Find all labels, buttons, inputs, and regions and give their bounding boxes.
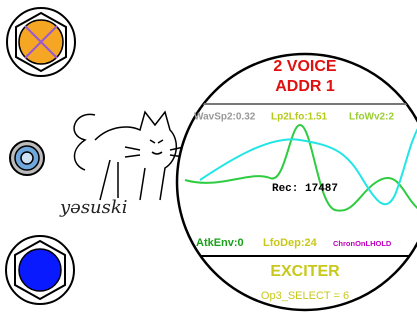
param: LfoDep:24 [263, 237, 318, 249]
param: LfoWv2:2 [349, 112, 394, 123]
knob-bottom[interactable] [6, 236, 74, 304]
display-title: 2 VOICE [273, 58, 336, 75]
module-panel: yəsuski 2 VOICE ADDR 1 WavSp2:0.32 Lp2Lf… [0, 0, 417, 316]
param: WavSp2:0.32 [194, 112, 256, 123]
param: ChronOnLHOLD [333, 239, 392, 248]
param: Lp2Lfo:1.51 [271, 112, 328, 123]
brand-logo: yəsuski [59, 197, 128, 218]
display: 2 VOICE ADDR 1 WavSp2:0.32 Lp2Lfo:1.51 L… [170, 54, 417, 310]
display-title: ADDR 1 [275, 78, 335, 95]
readout: Rec: 17487 [272, 183, 338, 195]
selection: Op3_SELECT = 6 [261, 290, 349, 302]
cat-sketch [74, 112, 184, 200]
knob-top[interactable] [7, 8, 75, 76]
jack-middle[interactable] [10, 141, 44, 175]
mode: EXCITER [270, 263, 340, 280]
param: AtkEnv:0 [196, 237, 244, 249]
